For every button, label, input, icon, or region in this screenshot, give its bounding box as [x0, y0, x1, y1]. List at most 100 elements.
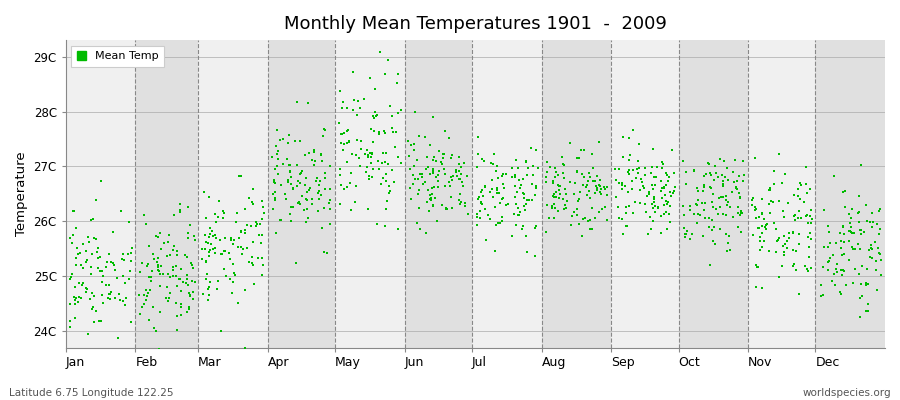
Point: [787, 229, 801, 235]
Point: [575, 233, 590, 240]
Point: [283, 168, 297, 174]
Point: [300, 206, 314, 212]
Point: [713, 155, 727, 162]
Point: [367, 128, 382, 134]
Point: [230, 299, 245, 306]
Point: [852, 209, 867, 216]
Point: [530, 165, 544, 172]
Point: [508, 174, 522, 180]
Point: [332, 120, 347, 126]
Point: [693, 212, 707, 218]
Point: [646, 194, 661, 200]
Point: [511, 177, 526, 184]
Point: [266, 206, 280, 212]
Point: [860, 280, 875, 287]
Point: [444, 194, 458, 200]
Point: [872, 208, 886, 214]
Point: [505, 164, 519, 171]
Point: [223, 235, 238, 241]
Point: [755, 211, 770, 217]
Point: [720, 199, 734, 205]
Point: [805, 216, 819, 223]
Point: [522, 197, 536, 204]
Point: [474, 199, 489, 205]
Point: [187, 237, 202, 243]
Point: [425, 191, 439, 198]
Point: [731, 210, 745, 216]
Point: [472, 194, 487, 200]
Point: [95, 272, 110, 279]
Point: [377, 71, 392, 77]
Point: [225, 279, 239, 286]
Point: [134, 357, 148, 364]
Point: [230, 210, 245, 217]
Point: [518, 233, 533, 239]
Point: [452, 161, 466, 168]
Point: [567, 208, 581, 215]
Point: [563, 222, 578, 228]
Point: [345, 150, 359, 157]
Point: [215, 251, 230, 258]
Point: [86, 215, 100, 222]
Point: [150, 267, 165, 274]
Point: [121, 251, 135, 258]
Point: [868, 239, 882, 246]
Point: [707, 224, 722, 230]
Point: [180, 282, 194, 288]
Point: [517, 195, 531, 202]
Point: [495, 218, 509, 224]
Point: [817, 207, 832, 213]
Point: [286, 186, 301, 192]
Point: [755, 222, 770, 229]
Point: [860, 282, 874, 288]
Point: [457, 160, 472, 166]
Point: [832, 229, 847, 236]
Point: [364, 154, 378, 161]
Point: [521, 164, 535, 171]
Point: [411, 191, 426, 197]
Point: [418, 166, 433, 172]
Point: [717, 174, 732, 180]
Point: [352, 155, 366, 161]
Point: [477, 158, 491, 164]
Point: [792, 196, 806, 202]
Point: [426, 203, 440, 210]
Point: [333, 166, 347, 172]
Point: [311, 187, 326, 194]
Point: [449, 169, 464, 176]
Point: [766, 198, 780, 205]
Point: [734, 208, 749, 214]
Point: [471, 151, 485, 157]
Point: [199, 215, 213, 221]
Point: [829, 261, 843, 267]
Point: [213, 251, 228, 258]
Point: [728, 184, 742, 190]
Point: [407, 141, 421, 147]
Point: [374, 180, 389, 187]
Point: [870, 287, 885, 293]
Point: [592, 177, 607, 183]
Point: [822, 258, 836, 264]
Point: [160, 253, 175, 259]
Point: [719, 212, 733, 219]
Point: [238, 345, 252, 352]
Point: [682, 206, 697, 213]
Point: [645, 146, 660, 152]
Point: [725, 169, 740, 176]
Point: [484, 177, 499, 183]
Point: [612, 166, 626, 172]
Point: [270, 126, 284, 133]
Point: [71, 251, 86, 257]
Point: [870, 245, 885, 251]
Point: [425, 190, 439, 197]
Point: [284, 217, 298, 224]
Legend: Mean Temp: Mean Temp: [71, 46, 164, 67]
Point: [186, 265, 201, 272]
Point: [597, 184, 611, 190]
Point: [199, 276, 213, 282]
Point: [322, 200, 337, 207]
Point: [518, 159, 533, 165]
Point: [226, 241, 240, 247]
Point: [449, 167, 464, 174]
Point: [412, 170, 427, 177]
